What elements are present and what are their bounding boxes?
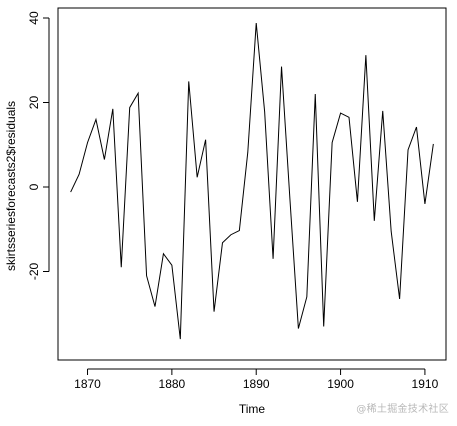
x-tick-label: 1900 [327,377,354,391]
x-tick-label: 1910 [412,377,439,391]
x-tick-label: 1880 [159,377,186,391]
plot-frame [57,7,447,361]
y-tick-label: 40 [27,11,41,25]
y-axis-label: skirtsseriesforecasts2$residuals [4,101,18,271]
x-tick-label: 1890 [243,377,270,391]
y-tick-label: -20 [27,263,41,281]
x-tick-label: 1870 [74,377,101,391]
y-tick-label: 0 [27,183,41,190]
y-tick-label: 20 [27,96,41,110]
watermark-text: @稀土掘金技术社区 [356,404,449,415]
residuals-series-line [70,23,434,340]
x-axis-label: Time [239,402,266,416]
